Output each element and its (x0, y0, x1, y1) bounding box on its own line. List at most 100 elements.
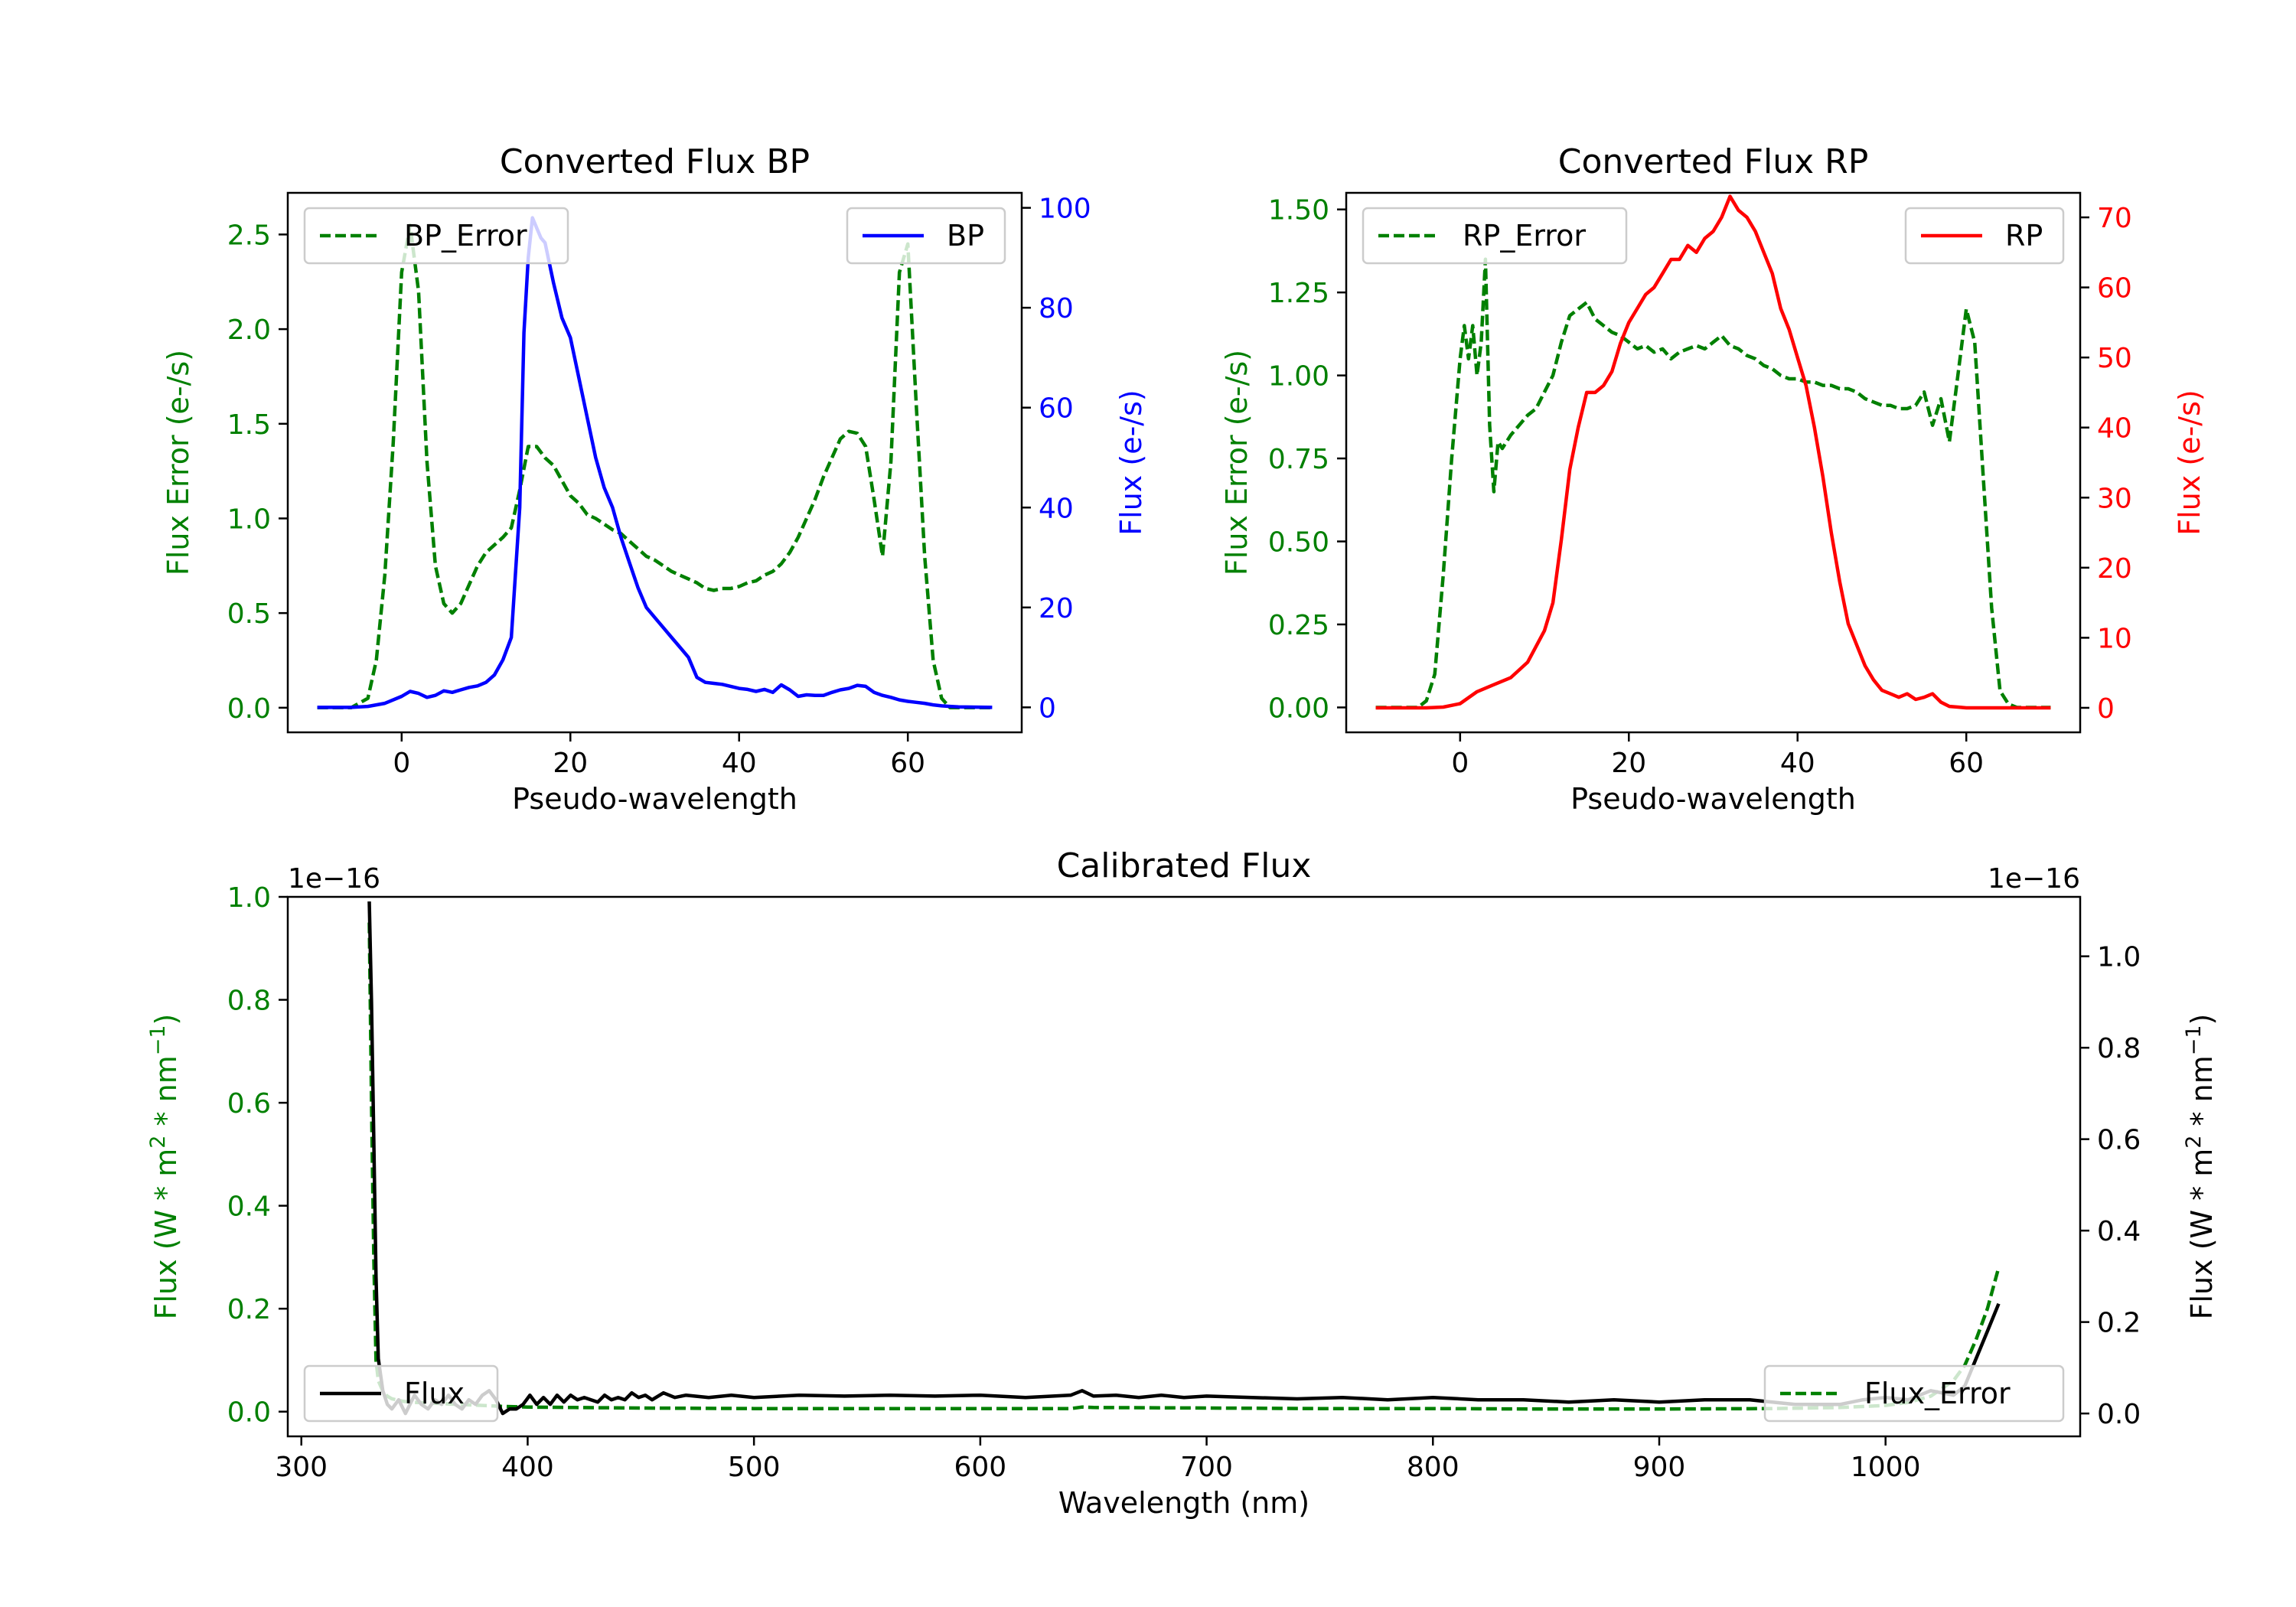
plot-area (1375, 194, 2051, 710)
x-tick-label: 20 (553, 748, 588, 779)
y-right-tick-label: 100 (1039, 194, 1091, 225)
y-right-axis-label: Flux (e-/s) (2173, 390, 2206, 535)
y-right-tick-label: 0.4 (2097, 1216, 2141, 1247)
y-right-tick-label: 0.8 (2097, 1033, 2141, 1064)
legend-bp: BP (846, 207, 1006, 265)
legend-label: Flux_Error (1864, 1377, 2011, 1410)
chart-1: 0 20 40 60 0.0 0.5 1.0 1.5 2.0 2.5 0 20 40 60 80 100 Con… (161, 142, 1148, 816)
x-tick-label: 300 (275, 1452, 328, 1483)
x-tick-label: 60 (1949, 748, 1984, 779)
y-left-axis-label: Flux (W * m2 * nm−1) (146, 1014, 184, 1320)
x-tick-label: 400 (501, 1452, 554, 1483)
legend-label: RP_Error (1463, 219, 1586, 253)
series-flux-error (367, 922, 2001, 1411)
x-axis-label: Pseudo-wavelength (1570, 782, 1856, 816)
y-left-axis-label: Flux Error (e-/s) (161, 350, 195, 575)
legend-label: RP (2005, 219, 2043, 253)
legend-box (846, 207, 1006, 265)
x-tick-label: 0 (393, 748, 410, 779)
x-tick-label: 0 (1451, 748, 1469, 779)
legend-box (1904, 207, 2065, 265)
y-right-tick-label: 60 (1039, 393, 1074, 425)
axes-frame (286, 895, 2082, 1438)
y-left-tick-label: 0.8 (227, 986, 271, 1017)
legend-box (303, 207, 569, 265)
legend-box (303, 1364, 499, 1423)
legend-flux: Flux (303, 1364, 499, 1423)
y-right-tick-label: 0.6 (2097, 1125, 2141, 1156)
y-left-tick-label: 1.50 (1268, 195, 1329, 227)
legend-box (1362, 207, 1628, 265)
y-right-tick-label: 0 (1039, 693, 1056, 724)
y-right-tick-label: 70 (2097, 203, 2132, 234)
x-tick-label: 60 (890, 748, 925, 779)
axes-frame (286, 191, 1023, 734)
y-left-tick-label: 1.00 (1268, 361, 1329, 393)
legend-bp-error: BP_Error (303, 207, 569, 265)
y-left-tick-label: 0.0 (227, 693, 271, 725)
y-left-tick-label: 0.00 (1268, 693, 1329, 724)
x-tick-label: 500 (728, 1452, 781, 1483)
series-rp-error (1375, 257, 2051, 709)
y-right-axis-label: Flux (e-/s) (1114, 390, 1148, 535)
y-right-tick-label: 20 (1039, 593, 1074, 624)
y-right-tick-label: 20 (2097, 553, 2132, 585)
y-right-tick-label: 80 (1039, 293, 1074, 324)
y-right-tick-label: 10 (2097, 623, 2132, 654)
y-right-tick-label: 50 (2097, 343, 2132, 374)
y-left-tick-label: 2.0 (227, 315, 271, 346)
x-axis-label: Pseudo-wavelength (512, 782, 797, 816)
y-left-axis-label: Flux Error (e-/s) (1220, 350, 1254, 575)
legend-label: Flux (404, 1377, 465, 1410)
series-flux (367, 901, 2001, 1416)
y-left-tick-label: 1.0 (227, 882, 271, 914)
y-right-tick-label: 1.0 (2097, 942, 2141, 973)
x-tick-label: 40 (1780, 748, 1815, 779)
y-left-tick-label: 0.0 (227, 1397, 271, 1429)
y-right-offset-text: 1e−16 (1988, 863, 2080, 895)
y-left-tick-label: 0.50 (1268, 527, 1329, 559)
chart-3: 300 400 500 600 700 800 900 1000 0.0 0.2 0.4 0.6 0.8… (146, 846, 2219, 1520)
x-tick-label: 1000 (1851, 1452, 1921, 1483)
x-axis-label: Wavelength (nm) (1058, 1486, 1309, 1520)
legend-box (1763, 1364, 2065, 1423)
y-right-tick-label: 40 (1039, 493, 1074, 524)
series-bp (317, 216, 993, 709)
y-right-tick-label: 60 (2097, 273, 2132, 305)
y-right-tick-label: 0.2 (2097, 1308, 2141, 1339)
legend-flux-error: Flux_Error (1763, 1364, 2065, 1423)
y-left-offset-text: 1e−16 (288, 863, 380, 895)
y-left-tick-label: 0.6 (227, 1088, 271, 1120)
y-left-tick-label: 0.75 (1268, 444, 1329, 475)
y-left-tick-label: 1.5 (227, 409, 271, 441)
x-tick-label: 40 (722, 748, 757, 779)
plot-area (317, 216, 993, 710)
chart-title: Converted Flux BP (500, 142, 810, 181)
y-left-tick-label: 0.25 (1268, 610, 1329, 641)
y-left-tick-label: 0.2 (227, 1294, 271, 1325)
chart-title: Calibrated Flux (1057, 846, 1312, 885)
y-left-tick-label: 1.25 (1268, 278, 1329, 309)
y-right-tick-label: 30 (2097, 483, 2132, 514)
y-right-tick-label: 0 (2097, 693, 2115, 725)
y-right-tick-label: 40 (2097, 413, 2132, 445)
x-tick-label: 20 (1611, 748, 1646, 779)
y-left-tick-label: 0.4 (227, 1191, 271, 1223)
x-tick-label: 700 (1180, 1452, 1233, 1483)
y-right-axis-label: Flux (W * m2 * nm−1) (2182, 1014, 2219, 1320)
x-tick-label: 600 (954, 1452, 1007, 1483)
legend-rp: RP (1904, 207, 2065, 265)
plot-area (367, 901, 2001, 1416)
x-tick-label: 800 (1407, 1452, 1459, 1483)
y-right-tick-label: 0.0 (2097, 1399, 2141, 1430)
legend-rp-error: RP_Error (1362, 207, 1628, 265)
x-tick-label: 900 (1633, 1452, 1686, 1483)
axes-frame (1345, 191, 2082, 734)
y-left-tick-label: 2.5 (227, 220, 271, 251)
series-rp (1375, 194, 2051, 710)
legend-label: BP (947, 219, 984, 253)
series-bp-error (317, 223, 993, 710)
y-left-tick-label: 1.0 (227, 504, 271, 535)
legend-label: BP_Error (404, 219, 527, 253)
